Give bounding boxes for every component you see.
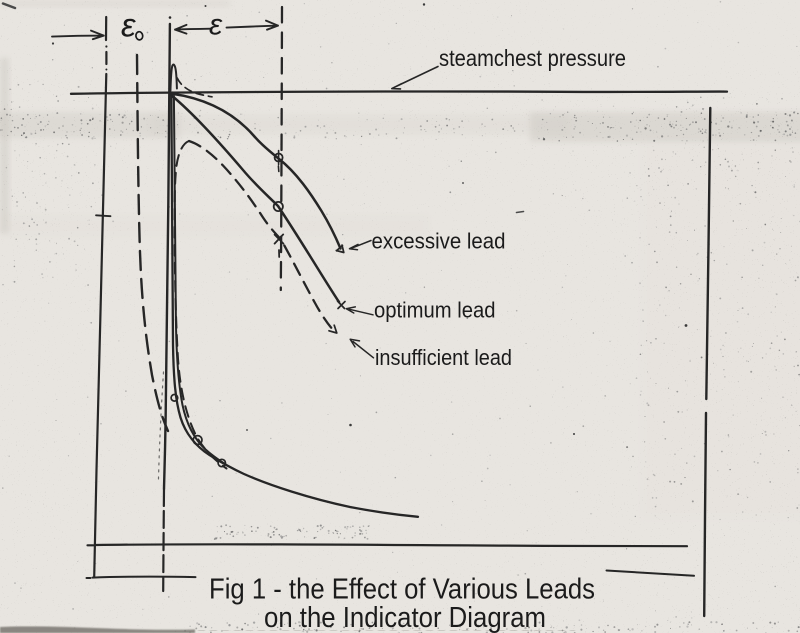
svg-text:ε: ε <box>209 9 223 42</box>
svg-text:steamchest pressure: steamchest pressure <box>439 45 626 71</box>
svg-text:on the Indicator Diagram: on the Indicator Diagram <box>264 602 546 633</box>
svg-text:optimum lead: optimum lead <box>374 298 496 323</box>
svg-text:excessive lead: excessive lead <box>372 229 506 254</box>
svg-text:ε: ε <box>121 7 136 44</box>
svg-text:insufficient lead: insufficient lead <box>375 345 512 370</box>
svg-text:Fig 1 - the Effect of Various: Fig 1 - the Effect of Various Leads <box>209 574 595 606</box>
